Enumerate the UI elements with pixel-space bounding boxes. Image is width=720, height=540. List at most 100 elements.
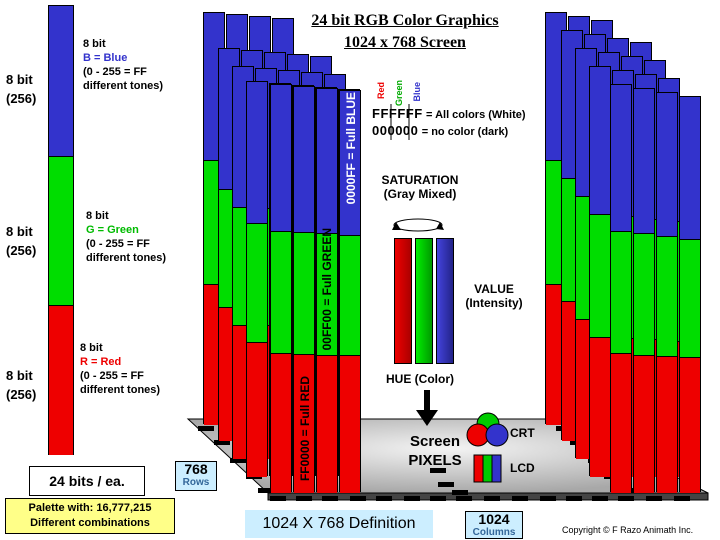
- green-segment: [49, 157, 73, 306]
- red-segment: [49, 306, 73, 455]
- screen-pixels-label: Screen PIXELS: [408, 433, 462, 469]
- red-pixel-segment: [317, 355, 337, 493]
- pixel-dash: [376, 496, 392, 501]
- blue-pixel-segment: [634, 89, 654, 235]
- red-channel-desc: 8 bit R = Red (0 - 255 = FF different to…: [80, 342, 161, 396]
- channel-stack-bar: [48, 5, 74, 455]
- blue-bits-label: 8 bit (256): [6, 72, 37, 106]
- blue-channel-desc: 8 bit B = Blue (0 - 255 = FF different t…: [83, 38, 164, 92]
- pixel-column: [316, 88, 338, 493]
- page-title: 24 bit RGB Color Graphics 1024 x 768 Scr…: [311, 12, 499, 51]
- pixel-dash: [438, 482, 454, 487]
- pixel-column: [246, 81, 268, 477]
- blue-pixel-segment: [611, 85, 631, 232]
- green-pixel-segment: [340, 235, 360, 357]
- blue-pixel-segment: [680, 97, 700, 240]
- pixel-dash: [230, 458, 246, 463]
- hsv-blue-bar: [436, 238, 454, 364]
- green-pixel-segment: [294, 233, 314, 355]
- green-pixel-segment: [271, 231, 291, 355]
- hex-white-row: FFFFFF = All colors (White): [372, 106, 526, 122]
- green-bits-label: 8 bit (256): [6, 224, 37, 258]
- pixel-column: [293, 86, 315, 493]
- pixel-dash: [404, 496, 420, 501]
- columns-box: 1024 Columns: [465, 511, 523, 539]
- pixel-dash: [214, 440, 230, 445]
- pixel-dash: [296, 496, 312, 501]
- hue-arrow-icon: [416, 390, 438, 426]
- hue-label: HUE (Color): [386, 372, 454, 386]
- lcd-icon: [473, 454, 502, 483]
- green-pixel-segment: [634, 234, 654, 356]
- crt-icon: [466, 412, 509, 447]
- hex-divider-lines: [390, 104, 410, 140]
- hsv-green-bar: [415, 238, 433, 364]
- hex-red-label: Red: [376, 82, 386, 100]
- green-pixel-segment: [317, 234, 337, 356]
- blue-pixel-segment: [247, 82, 267, 225]
- rotation-icon: [392, 218, 444, 232]
- green-pixel-segment: [611, 231, 631, 355]
- definition-box: 1024 X 768 Definition: [245, 510, 433, 538]
- green-pixel-segment: [680, 239, 700, 359]
- palette-box: Palette with: 16,777,215 Different combi…: [5, 498, 175, 534]
- green-channel-desc: 8 bit G = Green (0 - 255 = FF different …: [86, 210, 167, 264]
- red-pixel-segment: [680, 358, 700, 493]
- red-pixel-segment: [611, 354, 631, 493]
- value-label: VALUE (Intensity): [465, 282, 523, 310]
- red-pixel-segment: [247, 342, 267, 477]
- red-pixel-segment: [657, 357, 677, 493]
- blue-pixel-segment: [271, 85, 291, 232]
- hex-black-row: 000000 = no color (dark): [372, 123, 509, 139]
- red-pixel-segment: [271, 354, 291, 493]
- pixel-dash: [430, 468, 446, 473]
- red-pixel-segment: [294, 354, 314, 493]
- lcd-label: LCD: [510, 461, 535, 475]
- pixel-dash: [674, 496, 690, 501]
- pixel-dash: [350, 496, 366, 501]
- pixel-column: [610, 84, 632, 493]
- rows-box: 768 Rows: [175, 461, 217, 491]
- pixel-dash: [646, 496, 662, 501]
- blue-pixel-segment: [657, 93, 677, 237]
- pixel-column: [633, 88, 655, 493]
- pixel-column: [339, 90, 361, 493]
- hex-green-label: Green: [394, 80, 404, 107]
- pixel-dash: [322, 496, 338, 501]
- blue-pixel-segment: [590, 67, 610, 215]
- pixel-column: [589, 66, 611, 477]
- red-pixel-segment: [634, 355, 654, 493]
- blue-pixel-segment: [294, 87, 314, 234]
- full-blue-label: 0000FF = Full BLUE: [344, 92, 358, 205]
- pixel-dash: [430, 496, 446, 501]
- pixel-dash: [456, 496, 472, 501]
- crt-label: CRT: [510, 426, 535, 440]
- red-bits-label: 8 bit (256): [6, 368, 37, 402]
- pixel-dash: [618, 496, 634, 501]
- blue-segment: [49, 6, 73, 157]
- blue-pixel-segment: [317, 89, 337, 235]
- pixel-dash: [540, 496, 556, 501]
- pixel-dash: [270, 496, 286, 501]
- hsv-red-bar: [394, 238, 412, 364]
- full-red-label: FF0000 = Full RED: [298, 376, 312, 482]
- red-pixel-segment: [590, 337, 610, 477]
- pixel-dash: [592, 496, 608, 501]
- blue-pixel-segment: [340, 91, 360, 236]
- pixel-dash: [512, 496, 528, 501]
- red-pixel-segment: [340, 356, 360, 493]
- bits-per-pixel-box: 24 bits / ea.: [29, 466, 145, 496]
- saturation-label: SATURATION (Gray Mixed): [381, 173, 459, 201]
- pixel-dash: [258, 488, 274, 493]
- pixel-column: [679, 96, 701, 493]
- hex-blue-label: Blue: [412, 82, 422, 102]
- pixel-dash: [198, 426, 214, 431]
- full-green-label: 00FF00 = Full GREEN: [320, 228, 334, 351]
- pixel-dash: [452, 490, 468, 495]
- green-pixel-segment: [590, 214, 610, 338]
- pixel-dash: [566, 496, 582, 501]
- pixel-column: [270, 84, 292, 493]
- pixel-dash: [484, 496, 500, 501]
- copyright: Copyright © F Razo Animath Inc.: [562, 525, 694, 535]
- green-pixel-segment: [657, 237, 677, 357]
